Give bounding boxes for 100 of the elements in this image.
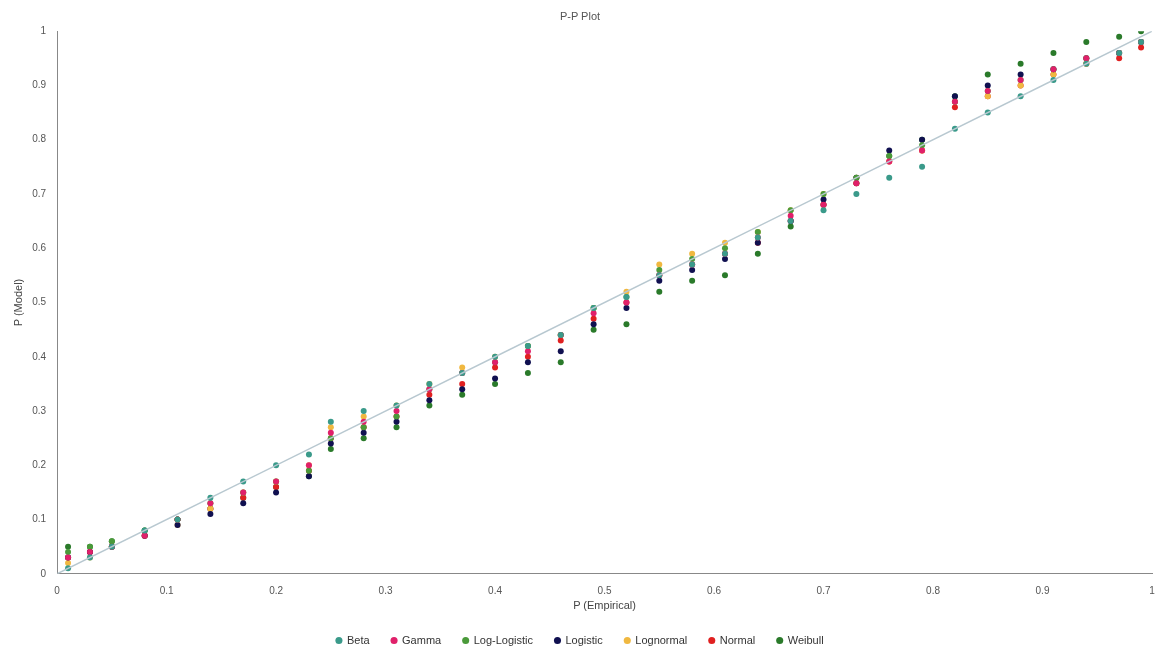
point <box>590 326 597 333</box>
point <box>656 288 663 295</box>
point <box>360 413 367 420</box>
point <box>590 315 597 322</box>
point <box>886 174 893 181</box>
y-tick-label: 0.7 <box>32 187 47 199</box>
x-axis-title: P (Empirical) <box>573 599 636 612</box>
point <box>557 359 564 366</box>
point <box>360 408 367 415</box>
point <box>689 250 696 257</box>
y-tick-label: 0.9 <box>32 79 47 91</box>
legend-label: Weibull <box>787 633 824 646</box>
point <box>459 386 466 393</box>
point <box>1083 39 1090 46</box>
point <box>951 104 958 111</box>
x-tick-label: 0.5 <box>597 584 612 596</box>
point <box>689 277 696 284</box>
point <box>721 245 728 252</box>
point <box>459 391 466 398</box>
x-tick-label: 0.7 <box>816 584 831 596</box>
point <box>590 321 597 328</box>
point <box>787 212 794 219</box>
point <box>393 418 400 425</box>
x-tick-label: 0.8 <box>926 584 941 596</box>
y-tick-label: 0.5 <box>32 296 47 308</box>
point <box>65 559 72 566</box>
point <box>524 353 531 360</box>
y-tick-label: 0.3 <box>32 404 47 416</box>
point <box>327 446 334 452</box>
point <box>623 304 630 311</box>
point <box>919 163 926 170</box>
point <box>360 435 367 442</box>
legend-label: Log-Logistic <box>473 633 534 646</box>
point <box>360 429 367 436</box>
point <box>327 424 334 431</box>
x-tick-label: 1 <box>1149 584 1156 596</box>
point <box>459 380 466 387</box>
point <box>656 266 663 273</box>
point <box>240 500 247 507</box>
x-tick-label: 0.9 <box>1035 584 1050 596</box>
x-tick-label: 0.6 <box>707 584 722 596</box>
y-tick-label: 0.4 <box>32 350 47 362</box>
point <box>787 223 794 230</box>
point <box>557 337 564 344</box>
point <box>492 375 499 382</box>
y-tick-label: 0.1 <box>32 513 47 525</box>
y-tick-label: 0.8 <box>32 133 47 145</box>
legend-label: Lognormal <box>635 633 688 646</box>
point <box>524 348 531 355</box>
point <box>984 71 991 78</box>
point <box>207 511 214 518</box>
point <box>65 549 72 556</box>
x-tick-label: 0.4 <box>488 584 503 596</box>
y-axis-title: P (Model) <box>11 278 24 327</box>
x-tick-label: 0 <box>54 584 61 596</box>
point <box>305 451 312 458</box>
point <box>820 207 827 214</box>
point <box>327 418 334 425</box>
point <box>721 272 728 279</box>
point <box>426 397 433 404</box>
point <box>820 196 827 203</box>
legend-label: Logistic <box>565 633 604 646</box>
point <box>590 310 597 317</box>
point <box>984 82 991 89</box>
point <box>623 321 630 328</box>
y-tick-label: 0 <box>40 567 47 579</box>
point <box>656 261 663 268</box>
x-tick-label: 0.3 <box>378 584 393 596</box>
x-tick-label: 0.2 <box>269 584 284 596</box>
x-tick-label: 0.1 <box>159 584 174 596</box>
point <box>327 440 334 447</box>
point <box>1017 60 1024 67</box>
point <box>524 359 531 366</box>
point <box>65 543 72 550</box>
point <box>721 256 728 263</box>
legend-label: Beta <box>346 633 371 646</box>
point <box>327 429 334 436</box>
point <box>1017 71 1024 78</box>
point <box>273 489 280 496</box>
legend-label: Gamma <box>402 633 443 646</box>
point <box>886 147 893 154</box>
point <box>426 402 433 409</box>
y-tick-label: 0.2 <box>32 459 47 471</box>
point <box>689 266 696 273</box>
point <box>1050 49 1057 56</box>
y-tick-label: 1 <box>40 24 47 36</box>
point <box>557 348 564 355</box>
point <box>1138 44 1145 51</box>
point <box>754 250 761 257</box>
point <box>492 364 499 371</box>
y-tick-label: 0.6 <box>32 241 47 253</box>
point <box>1116 33 1123 40</box>
point <box>853 190 860 197</box>
legend-label: Normal <box>719 633 756 646</box>
point <box>656 277 663 284</box>
chart-title: P-P Plot <box>559 9 601 22</box>
point <box>524 370 531 377</box>
point <box>1116 55 1123 62</box>
point <box>459 364 466 371</box>
point <box>426 391 433 398</box>
